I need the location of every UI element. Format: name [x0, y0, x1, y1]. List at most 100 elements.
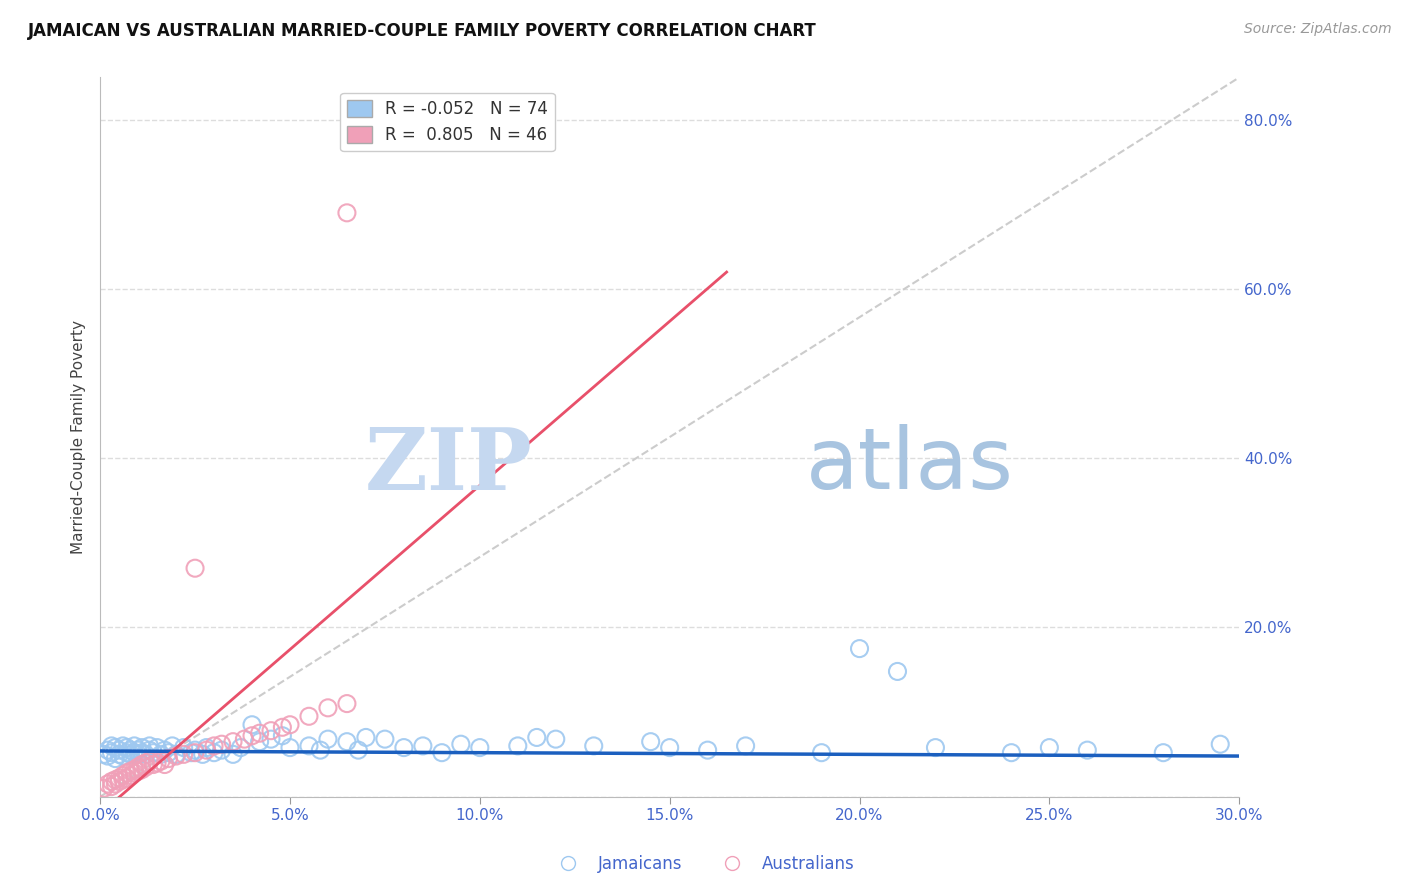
Point	[111, 768, 134, 782]
Point	[111, 749, 134, 764]
Point	[131, 757, 153, 772]
Point	[260, 723, 283, 738]
Point	[127, 760, 149, 774]
Point	[120, 743, 142, 757]
Point	[278, 718, 301, 732]
Point	[184, 746, 207, 760]
Point	[124, 746, 146, 760]
Point	[108, 747, 131, 762]
Point	[233, 732, 256, 747]
Point	[100, 739, 122, 753]
Point	[135, 747, 157, 762]
Point	[260, 732, 283, 747]
Point	[658, 740, 681, 755]
Point	[111, 739, 134, 753]
Point	[100, 780, 122, 794]
Point	[138, 754, 160, 768]
Point	[336, 734, 359, 748]
Point	[135, 760, 157, 774]
Point	[191, 747, 214, 762]
Point	[1152, 746, 1174, 760]
Point	[222, 747, 245, 762]
Point	[640, 734, 662, 748]
Point	[1038, 740, 1060, 755]
Point	[97, 749, 120, 764]
Point	[309, 743, 332, 757]
Point	[111, 772, 134, 787]
Point	[696, 743, 718, 757]
Point	[157, 751, 180, 765]
Point	[184, 743, 207, 757]
Point	[240, 729, 263, 743]
Point	[544, 732, 567, 747]
Point	[202, 739, 225, 753]
Point	[93, 781, 115, 796]
Point	[120, 768, 142, 782]
Point	[149, 747, 172, 762]
Text: JAMAICAN VS AUSTRALIAN MARRIED-COUPLE FAMILY POVERTY CORRELATION CHART: JAMAICAN VS AUSTRALIAN MARRIED-COUPLE FA…	[28, 22, 817, 40]
Point	[157, 746, 180, 760]
Point	[165, 749, 187, 764]
Point	[810, 746, 832, 760]
Point	[1000, 746, 1022, 760]
Point	[108, 774, 131, 789]
Point	[336, 206, 359, 220]
Point	[211, 737, 233, 751]
Point	[146, 756, 169, 770]
Point	[124, 766, 146, 780]
Point	[97, 743, 120, 757]
Point	[526, 731, 548, 745]
Point	[108, 743, 131, 757]
Point	[298, 709, 321, 723]
Point	[100, 746, 122, 760]
Text: ZIP: ZIP	[366, 424, 533, 508]
Point	[886, 665, 908, 679]
Point	[153, 757, 176, 772]
Point	[249, 734, 271, 748]
Point	[115, 746, 138, 760]
Point	[848, 641, 870, 656]
Point	[104, 740, 127, 755]
Point	[195, 743, 218, 757]
Point	[138, 743, 160, 757]
Point	[271, 729, 294, 743]
Point	[240, 718, 263, 732]
Point	[124, 763, 146, 777]
Point	[202, 746, 225, 760]
Point	[127, 747, 149, 762]
Point	[104, 751, 127, 765]
Point	[162, 739, 184, 753]
Point	[138, 739, 160, 753]
Point	[124, 739, 146, 753]
Point	[135, 756, 157, 770]
Point	[316, 701, 339, 715]
Point	[97, 777, 120, 791]
Point	[211, 743, 233, 757]
Text: Source: ZipAtlas.com: Source: ZipAtlas.com	[1244, 22, 1392, 37]
Point	[115, 740, 138, 755]
Point	[316, 732, 339, 747]
Point	[131, 763, 153, 777]
Point	[1209, 737, 1232, 751]
Point	[173, 747, 195, 762]
Point	[115, 766, 138, 780]
Point	[430, 746, 453, 760]
Point	[180, 746, 202, 760]
Text: atlas: atlas	[807, 425, 1014, 508]
Point	[298, 739, 321, 753]
Point	[127, 764, 149, 779]
Point	[468, 740, 491, 755]
Point	[120, 747, 142, 762]
Point	[195, 740, 218, 755]
Point	[131, 740, 153, 755]
Legend: Jamaicans, Australians: Jamaicans, Australians	[544, 848, 862, 880]
Legend: R = -0.052   N = 74, R =  0.805   N = 46: R = -0.052 N = 74, R = 0.805 N = 46	[340, 93, 555, 151]
Point	[374, 732, 396, 747]
Point	[165, 747, 187, 762]
Point	[149, 754, 172, 768]
Point	[450, 737, 472, 751]
Point	[153, 743, 176, 757]
Point	[229, 740, 252, 755]
Point	[222, 734, 245, 748]
Point	[184, 561, 207, 575]
